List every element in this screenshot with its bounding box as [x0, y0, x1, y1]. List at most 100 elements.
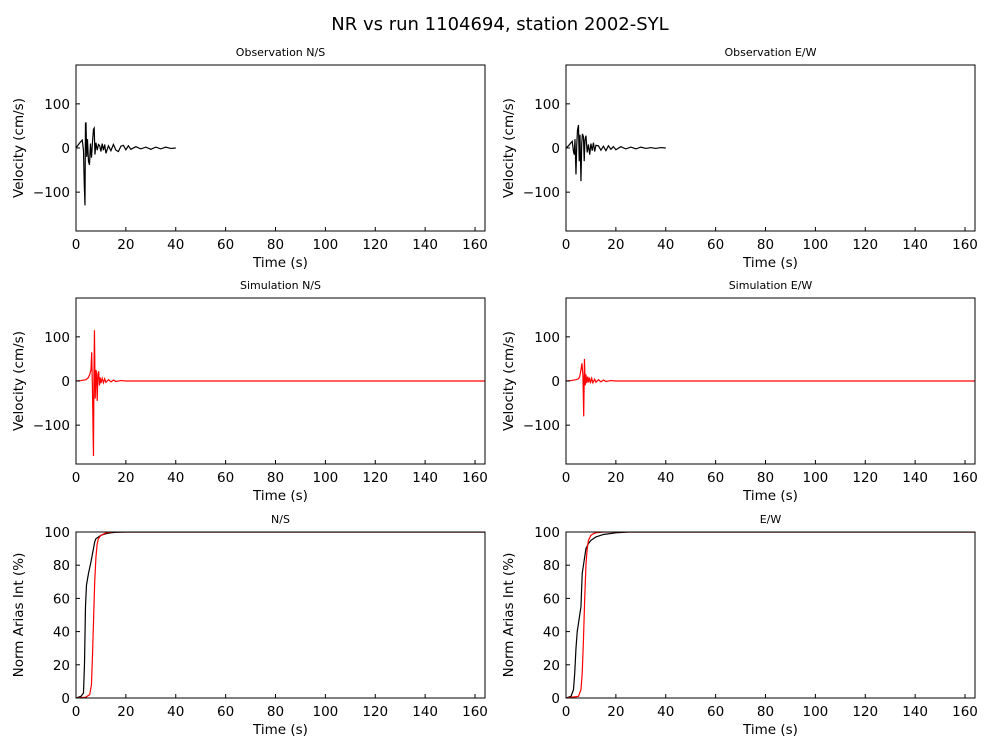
x-tick-label: 80	[267, 237, 284, 253]
subplot-5: 0 20 40 60 80 100 120 140 160 0 20 40 60 80 100 N/S Time…	[11, 513, 488, 738]
x-axis-label: Time (s)	[742, 488, 798, 504]
x-tick-label: 100	[312, 470, 338, 486]
series-line-2	[76, 532, 485, 698]
x-axis-label: Time (s)	[742, 722, 798, 738]
x-tick-label: 0	[72, 237, 81, 253]
y-axis-label: Norm Arias Int (%)	[11, 553, 27, 678]
series-line-1	[566, 124, 666, 182]
x-tick-label: 140	[412, 704, 438, 720]
x-tick-label: 0	[72, 470, 81, 486]
x-tick-label: 160	[952, 470, 978, 486]
y-tick-label: 0	[551, 374, 560, 390]
series-line-2	[566, 532, 975, 698]
x-tick-label: 40	[657, 704, 674, 720]
subplot-title: Simulation E/W	[729, 279, 813, 292]
y-tick-label: 0	[61, 374, 70, 390]
y-tick-label: −100	[33, 185, 70, 201]
y-tick-label: 100	[534, 525, 560, 541]
x-tick-label: 140	[412, 237, 438, 253]
y-tick-label: 60	[53, 591, 70, 607]
x-tick-label: 40	[657, 237, 674, 253]
x-tick-label: 120	[852, 237, 878, 253]
x-tick-label: 60	[217, 470, 234, 486]
x-tick-label: 60	[707, 704, 724, 720]
x-axis-label: Time (s)	[742, 255, 798, 271]
x-tick-label: 120	[362, 704, 388, 720]
subplot-6: 0 20 40 60 80 100 120 140 160 0 20 40 60 80 100 E/W Time…	[501, 513, 978, 738]
y-tick-label: −100	[523, 185, 560, 201]
y-tick-label: 0	[551, 141, 560, 157]
x-tick-label: 80	[267, 470, 284, 486]
y-tick-label: 80	[53, 558, 70, 574]
x-tick-label: 160	[952, 704, 978, 720]
series-line-1	[76, 532, 485, 698]
x-tick-label: 20	[117, 704, 134, 720]
x-tick-label: 140	[412, 470, 438, 486]
x-tick-label: 20	[607, 237, 624, 253]
x-tick-label: 100	[312, 237, 338, 253]
x-tick-label: 140	[902, 704, 928, 720]
x-tick-label: 60	[217, 704, 234, 720]
y-tick-label: 100	[44, 97, 70, 113]
x-tick-label: 160	[462, 704, 488, 720]
x-tick-label: 160	[462, 470, 488, 486]
y-tick-label: 0	[61, 141, 70, 157]
x-tick-label: 120	[362, 470, 388, 486]
subplot-4: 0 20 40 60 80 100 120 140 160 −100 0 100 Simulation …	[501, 279, 978, 504]
x-tick-label: 40	[167, 704, 184, 720]
x-axis-label: Time (s)	[252, 255, 308, 271]
x-tick-label: 140	[902, 470, 928, 486]
x-tick-label: 60	[707, 470, 724, 486]
x-tick-label: 100	[802, 704, 828, 720]
series-line-1	[566, 532, 975, 698]
x-tick-label: 160	[462, 237, 488, 253]
x-tick-label: 140	[902, 237, 928, 253]
subplot-grid: 0 20 40 60 80 100 120 140 160 −100 0 100 Observation…	[11, 46, 978, 738]
y-tick-label: 20	[543, 658, 560, 674]
y-tick-label: 0	[551, 691, 560, 707]
y-tick-label: 40	[543, 625, 560, 641]
x-tick-label: 20	[117, 237, 134, 253]
x-tick-label: 40	[167, 470, 184, 486]
figure-title: NR vs run 1104694, station 2002-SYL	[331, 14, 668, 35]
y-axis-label: Norm Arias Int (%)	[501, 553, 517, 678]
x-tick-label: 80	[267, 704, 284, 720]
y-tick-label: 0	[61, 691, 70, 707]
y-tick-label: 100	[534, 97, 560, 113]
subplot-1: 0 20 40 60 80 100 120 140 160 −100 0 100 Observation…	[11, 46, 488, 271]
series-line-1	[76, 330, 485, 457]
y-tick-label: −100	[33, 418, 70, 434]
x-tick-label: 100	[802, 237, 828, 253]
x-tick-label: 40	[167, 237, 184, 253]
x-tick-label: 0	[562, 470, 571, 486]
x-tick-label: 20	[117, 470, 134, 486]
x-tick-label: 60	[707, 237, 724, 253]
x-tick-label: 120	[852, 704, 878, 720]
x-tick-label: 100	[312, 704, 338, 720]
x-tick-label: 120	[852, 470, 878, 486]
subplot-2: 0 20 40 60 80 100 120 140 160 −100 0 100 Observation…	[501, 46, 978, 271]
x-tick-label: 0	[562, 237, 571, 253]
x-tick-label: 0	[72, 704, 81, 720]
series-line-1	[566, 358, 975, 417]
subplot-title: Simulation N/S	[240, 279, 321, 292]
x-tick-label: 80	[757, 470, 774, 486]
axes-frame	[75, 64, 486, 232]
x-tick-label: 80	[757, 704, 774, 720]
x-tick-label: 80	[757, 237, 774, 253]
series-line-1	[76, 122, 176, 206]
subplot-title: Observation N/S	[236, 46, 325, 59]
axes-frame	[565, 531, 976, 699]
y-axis-label: Velocity (cm/s)	[11, 331, 27, 431]
y-tick-label: 80	[543, 558, 560, 574]
x-axis-label: Time (s)	[252, 488, 308, 504]
y-axis-label: Velocity (cm/s)	[11, 98, 27, 198]
x-tick-label: 160	[952, 237, 978, 253]
x-tick-label: 40	[657, 470, 674, 486]
x-axis-label: Time (s)	[252, 722, 308, 738]
x-tick-label: 20	[607, 704, 624, 720]
x-tick-label: 100	[802, 470, 828, 486]
y-axis-label: Velocity (cm/s)	[501, 331, 517, 431]
subplot-title: N/S	[271, 513, 290, 526]
x-tick-label: 60	[217, 237, 234, 253]
